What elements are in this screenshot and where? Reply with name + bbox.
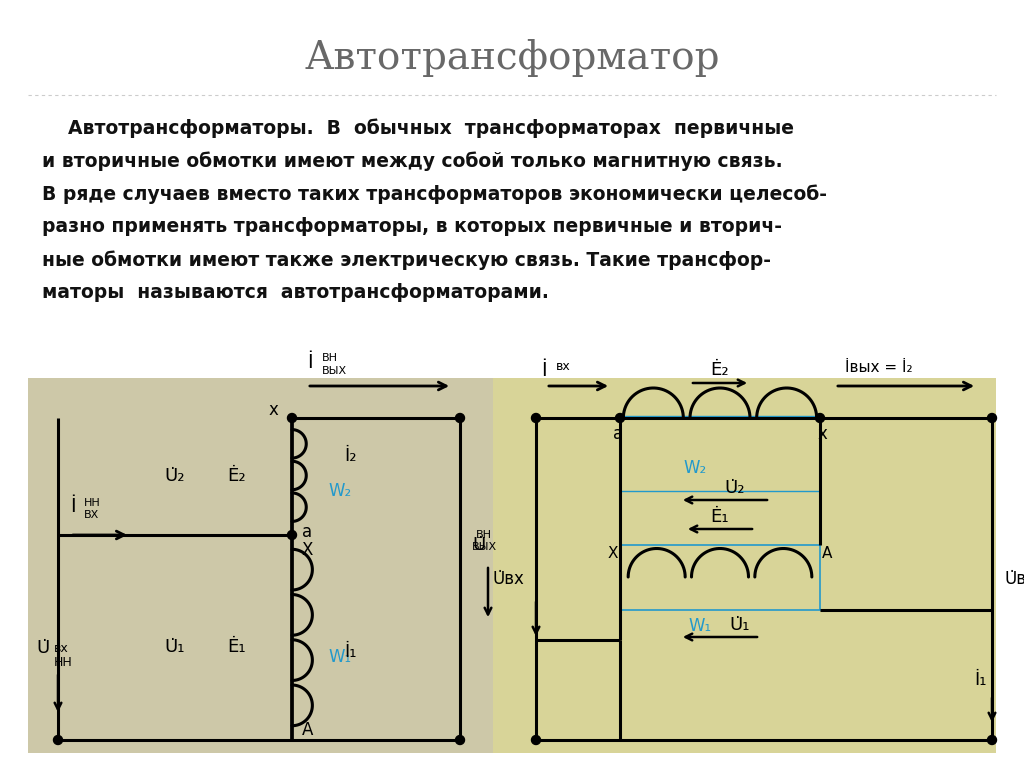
Text: x: x [817,425,827,443]
Text: НН: НН [54,656,73,669]
Text: İ₂: İ₂ [344,447,356,465]
Text: Ė₂: Ė₂ [711,361,729,379]
Text: İ: İ [541,360,547,380]
Text: В ряде случаев вместо таких трансформаторов экономически целесоб-: В ряде случаев вместо таких трансформато… [42,184,827,203]
Text: ВН: ВН [322,353,338,363]
Text: W₂: W₂ [683,459,707,477]
Text: ные обмотки имеют также электрическую связь. Такие трансфор-: ные обмотки имеют также электрическую св… [42,250,771,269]
Text: İ: İ [307,354,312,373]
Text: A: A [822,545,833,561]
Text: İ₁: İ₁ [974,671,986,689]
Text: ВЫХ: ВЫХ [322,366,347,376]
Text: ВН: ВН [476,530,492,540]
Bar [493,378,996,753]
Circle shape [531,413,541,423]
Circle shape [987,413,996,423]
Circle shape [53,736,62,745]
Circle shape [815,413,824,423]
Text: U̇вх: U̇вх [493,570,524,588]
Text: Ė₂: Ė₂ [227,467,247,485]
Text: U̇: U̇ [37,639,50,657]
Circle shape [288,531,297,539]
Circle shape [615,413,625,423]
Text: ВХ: ВХ [84,510,99,520]
Circle shape [288,413,297,423]
Text: İ: İ [70,498,76,516]
Text: İ₁: İ₁ [344,643,356,661]
Bar [620,545,820,610]
Text: вх: вх [556,360,570,373]
Text: a: a [302,523,312,541]
Text: НН: НН [84,498,100,508]
Circle shape [987,736,996,745]
Text: U̇: U̇ [472,536,485,554]
Text: X: X [607,545,618,561]
Text: Автотрансформаторы.  В  обычных  трансформаторах  первичные: Автотрансформаторы. В обычных трансформа… [42,118,794,137]
Circle shape [456,413,465,423]
Circle shape [531,736,541,745]
Text: X: X [302,541,313,559]
Text: W₂: W₂ [329,482,351,500]
Text: Ė₁: Ė₁ [227,638,247,656]
Text: вх: вх [54,641,69,654]
Text: Ė₁: Ė₁ [711,508,729,526]
Text: a: a [613,425,623,443]
Text: W₁: W₁ [329,648,351,666]
Text: İвых = İ₂: İвых = İ₂ [845,360,912,376]
Text: Автотрансформатор: Автотрансформатор [304,39,720,77]
Text: U̇₁: U̇₁ [165,638,185,656]
Text: и вторичные обмотки имеют между собой только магнитную связь.: и вторичные обмотки имеют между собой то… [42,151,782,170]
Bar [620,416,820,491]
Text: U̇₂: U̇₂ [725,479,745,497]
Bar [28,378,493,753]
Text: маторы  называются  автотрансформаторами.: маторы называются автотрансформаторами. [42,283,549,302]
Text: ВЫХ: ВЫХ [471,542,497,552]
Text: U̇₁: U̇₁ [730,616,751,634]
Text: U̇₂: U̇₂ [165,467,185,485]
Circle shape [456,736,465,745]
Text: разно применять трансформаторы, в которых первичные и вторич-: разно применять трансформаторы, в которы… [42,217,782,236]
Text: W₁: W₁ [688,617,712,635]
Text: x: x [268,401,278,419]
Text: A: A [302,721,313,739]
Text: U̇вых: U̇вых [1004,570,1024,588]
